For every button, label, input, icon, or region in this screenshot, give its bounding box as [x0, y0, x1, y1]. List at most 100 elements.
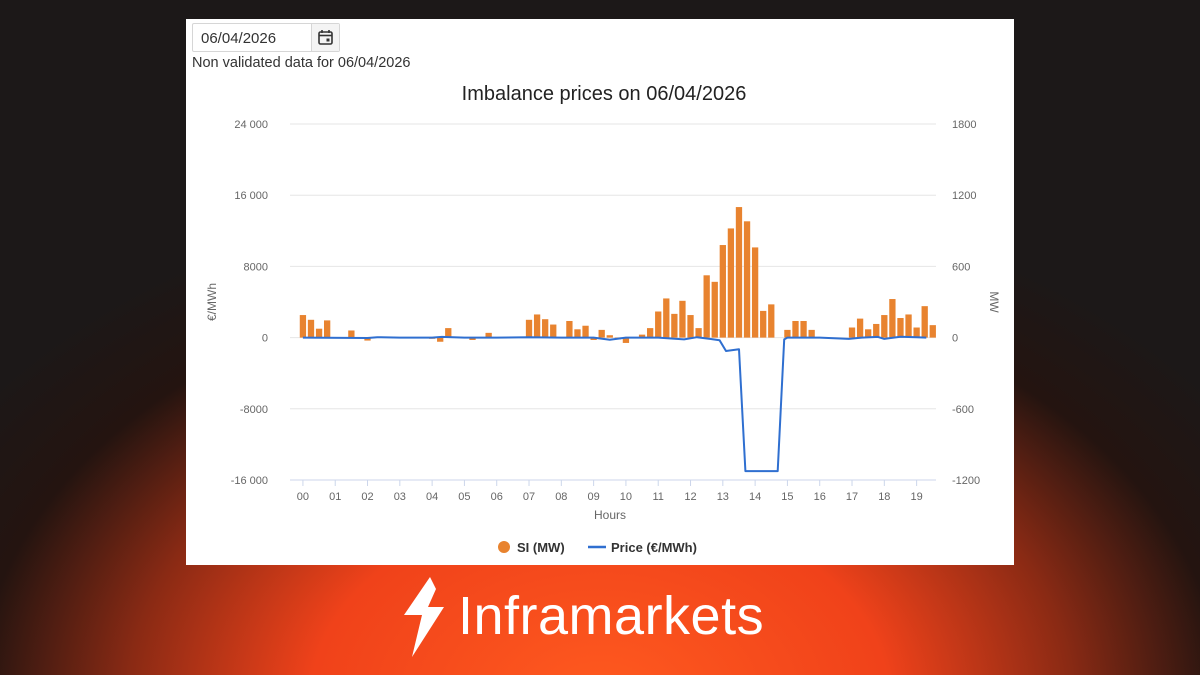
si-bar[interactable]	[445, 328, 452, 338]
si-bar[interactable]	[598, 329, 605, 338]
si-bar[interactable]	[695, 328, 702, 338]
si-bar[interactable]	[348, 330, 355, 338]
brand: Inframarkets	[400, 575, 820, 665]
y-right-tick-label: -1200	[952, 475, 980, 487]
x-tick-label: 17	[846, 491, 858, 503]
si-bar[interactable]	[784, 329, 791, 338]
si-bar[interactable]	[307, 319, 315, 338]
x-tick-label: 02	[361, 491, 373, 503]
si-bar[interactable]	[929, 325, 936, 338]
si-bar[interactable]	[606, 335, 613, 338]
si-bar[interactable]	[727, 228, 735, 338]
y-right-tick-label: 1200	[952, 190, 976, 202]
si-bar[interactable]	[792, 320, 799, 338]
grid-lines	[290, 123, 936, 481]
y-right-tick-label: -600	[952, 404, 974, 416]
si-bar[interactable]	[574, 329, 581, 338]
si-bar[interactable]	[687, 315, 694, 338]
si-bar[interactable]	[881, 315, 888, 338]
legend-si-marker[interactable]	[498, 541, 510, 553]
si-bar[interactable]	[323, 320, 331, 338]
si-bar[interactable]	[525, 319, 533, 338]
si-bar[interactable]	[808, 329, 815, 338]
x-tick-label: 01	[329, 491, 341, 503]
si-bar[interactable]	[437, 337, 444, 342]
si-bar[interactable]	[533, 314, 541, 338]
si-bar[interactable]	[542, 319, 549, 338]
si-bar[interactable]	[671, 313, 678, 338]
legend-price-label[interactable]: Price (€/MWh)	[611, 540, 697, 555]
si-bar[interactable]	[719, 245, 726, 338]
si-bar[interactable]	[889, 299, 896, 338]
x-tick-label: 09	[587, 491, 599, 503]
si-bar[interactable]	[566, 320, 573, 338]
price-line[interactable]	[302, 335, 927, 473]
si-bar[interactable]	[679, 300, 686, 338]
y-right-tick-label: 600	[952, 261, 970, 273]
legend-si-label[interactable]: SI (MW)	[517, 540, 565, 555]
x-tick-label: 04	[426, 491, 438, 503]
x-tick-label: 00	[297, 491, 309, 503]
y-left-tick-label: 8000	[244, 261, 268, 273]
si-bar[interactable]	[905, 314, 912, 338]
x-tick-label: 19	[910, 491, 922, 503]
si-bars	[299, 207, 936, 343]
y-left-tick-label: 16 000	[234, 190, 268, 202]
x-tick-label: 15	[781, 491, 793, 503]
si-bar[interactable]	[735, 207, 743, 338]
si-bar[interactable]	[315, 328, 323, 338]
y-right-axis-label: MW	[987, 291, 1001, 313]
price-line-layer	[302, 335, 927, 473]
si-bar[interactable]	[485, 332, 492, 338]
si-bar[interactable]	[299, 315, 307, 338]
si-bar[interactable]	[873, 323, 880, 338]
si-bar[interactable]	[751, 247, 759, 338]
si-bar[interactable]	[711, 281, 718, 338]
si-bar[interactable]	[856, 318, 864, 338]
si-bar[interactable]	[743, 221, 751, 338]
si-bar[interactable]	[663, 298, 670, 338]
si-bar[interactable]	[913, 327, 920, 338]
x-tick-label: 03	[394, 491, 406, 503]
x-tick-label: 10	[620, 491, 632, 503]
legend: SI (MW) Price (€/MWh)	[498, 540, 697, 555]
date-picker-value[interactable]: 06/04/2026	[201, 30, 277, 47]
y-left-tick-label: 24 000	[234, 119, 268, 131]
si-bar[interactable]	[582, 325, 589, 338]
si-bar[interactable]	[848, 327, 856, 338]
date-picker[interactable]: 06/04/2026	[192, 23, 340, 52]
x-tick-label: 13	[717, 491, 729, 503]
calendar-icon[interactable]	[312, 24, 339, 51]
x-tick-label: 07	[523, 491, 535, 503]
si-bar[interactable]	[550, 324, 557, 338]
x-tick-label: 14	[749, 491, 761, 503]
si-bar[interactable]	[638, 334, 646, 338]
si-bar[interactable]	[655, 311, 662, 338]
si-bar[interactable]	[469, 337, 476, 340]
si-bar[interactable]	[364, 337, 371, 341]
si-bar[interactable]	[622, 337, 630, 343]
si-bar[interactable]	[800, 320, 807, 338]
y-left-tick-label: -16 000	[231, 475, 268, 487]
imbalance-chart: Imbalance prices on 06/04/2026 24 000 16 …	[205, 83, 1001, 555]
y-right-tick-label: 1800	[952, 119, 976, 131]
brand-name: Inframarkets	[458, 586, 765, 646]
x-tick-label: 16	[814, 491, 826, 503]
si-bar[interactable]	[897, 318, 904, 338]
x-tick-label: 11	[653, 491, 664, 503]
si-bar[interactable]	[703, 275, 710, 338]
si-bar[interactable]	[760, 310, 767, 338]
x-axis-label: Hours	[594, 508, 626, 522]
x-tick-label: 05	[458, 491, 470, 503]
si-bar[interactable]	[590, 337, 597, 340]
si-bar[interactable]	[646, 328, 654, 338]
si-bar[interactable]	[768, 304, 775, 338]
si-bar[interactable]	[865, 329, 872, 338]
si-bar[interactable]	[921, 306, 928, 338]
y-left-tick-label: 0	[262, 333, 268, 345]
x-tick-label: 12	[684, 491, 696, 503]
calendar-button[interactable]	[311, 24, 339, 51]
x-tick-label: 06	[491, 491, 503, 503]
data-status-note: Non validated data for 06/04/2026	[192, 55, 411, 71]
